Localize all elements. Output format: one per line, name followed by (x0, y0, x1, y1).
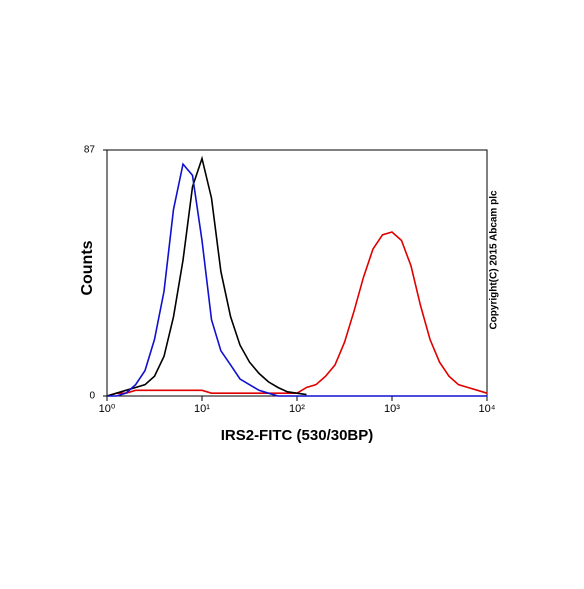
y-tick-label: 87 (84, 145, 96, 156)
x-tick-label: 10⁴ (479, 403, 496, 415)
x-tick-label: 10² (289, 403, 305, 415)
y-axis-label: Counts (79, 240, 96, 295)
x-axis-label: IRS2-FITC (530/30BP) (221, 427, 374, 444)
series-line (106, 231, 488, 397)
x-tick-label: 10¹ (194, 403, 210, 415)
x-tick-label: 10³ (384, 403, 400, 415)
copyright: Copyright(C) 2015 Abcam plc (489, 190, 500, 330)
plot-frame (106, 149, 488, 397)
series-line (106, 155, 307, 397)
y-tick-label: 0 (89, 391, 95, 402)
series-line (107, 162, 487, 397)
x-tick-label: 10⁰ (99, 403, 116, 415)
